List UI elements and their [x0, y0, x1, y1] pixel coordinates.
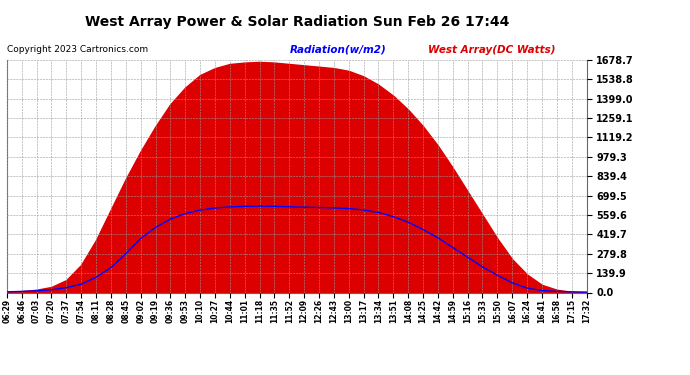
- Text: Copyright 2023 Cartronics.com: Copyright 2023 Cartronics.com: [7, 45, 148, 54]
- Text: West Array(DC Watts): West Array(DC Watts): [428, 45, 555, 55]
- Text: Radiation(w/m2): Radiation(w/m2): [290, 45, 386, 55]
- Text: West Array Power & Solar Radiation Sun Feb 26 17:44: West Array Power & Solar Radiation Sun F…: [84, 15, 509, 29]
